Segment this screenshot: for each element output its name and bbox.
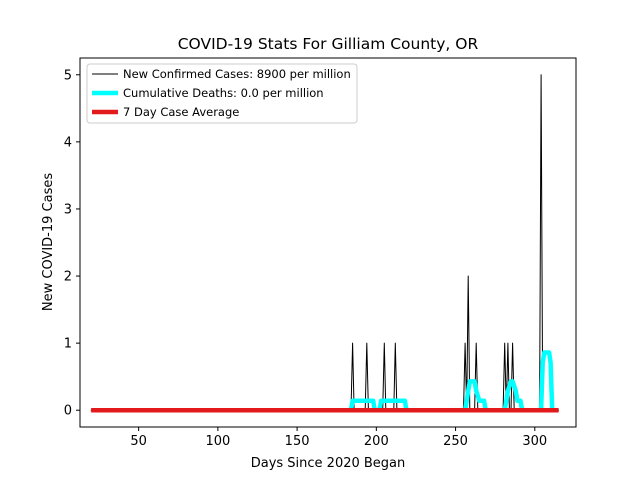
y-tick-label: 3 (64, 202, 72, 217)
y-tick-label: 5 (64, 68, 72, 83)
x-axis: 50 100 150 200 250 300 (130, 427, 547, 449)
chart-title: COVID-19 Stats For Gilliam County, OR (178, 35, 479, 53)
x-tick-label: 300 (522, 434, 547, 449)
legend-label-3: 7 Day Case Average (123, 105, 239, 119)
series-line-1 (90, 74, 560, 411)
y-tick-label: 4 (64, 135, 72, 150)
legend-label-1: New Confirmed Cases: 8900 per million (123, 67, 351, 81)
x-tick-label: 150 (285, 434, 310, 449)
plot-frame (79, 57, 577, 428)
y-tick-label: 2 (64, 270, 72, 285)
x-tick-label: 100 (205, 434, 230, 449)
legend-box (86, 63, 358, 124)
x-tick-label: 250 (443, 434, 468, 449)
x-tick-label: 50 (130, 434, 147, 449)
x-tick-label: 200 (364, 434, 389, 449)
legend-label-2: Cumulative Deaths: 0.0 per million (123, 86, 324, 100)
y-tick-label: 0 (64, 404, 72, 419)
y-axis: 0 1 2 3 4 5 (64, 68, 80, 419)
y-axis-title: New COVID-19 Cases (41, 173, 56, 311)
legend: New Confirmed Cases: 8900 per million Cum… (86, 63, 358, 124)
plot-area (90, 74, 560, 413)
y-tick-label: 1 (64, 337, 72, 352)
x-axis-title: Days Since 2020 Began (251, 456, 406, 471)
